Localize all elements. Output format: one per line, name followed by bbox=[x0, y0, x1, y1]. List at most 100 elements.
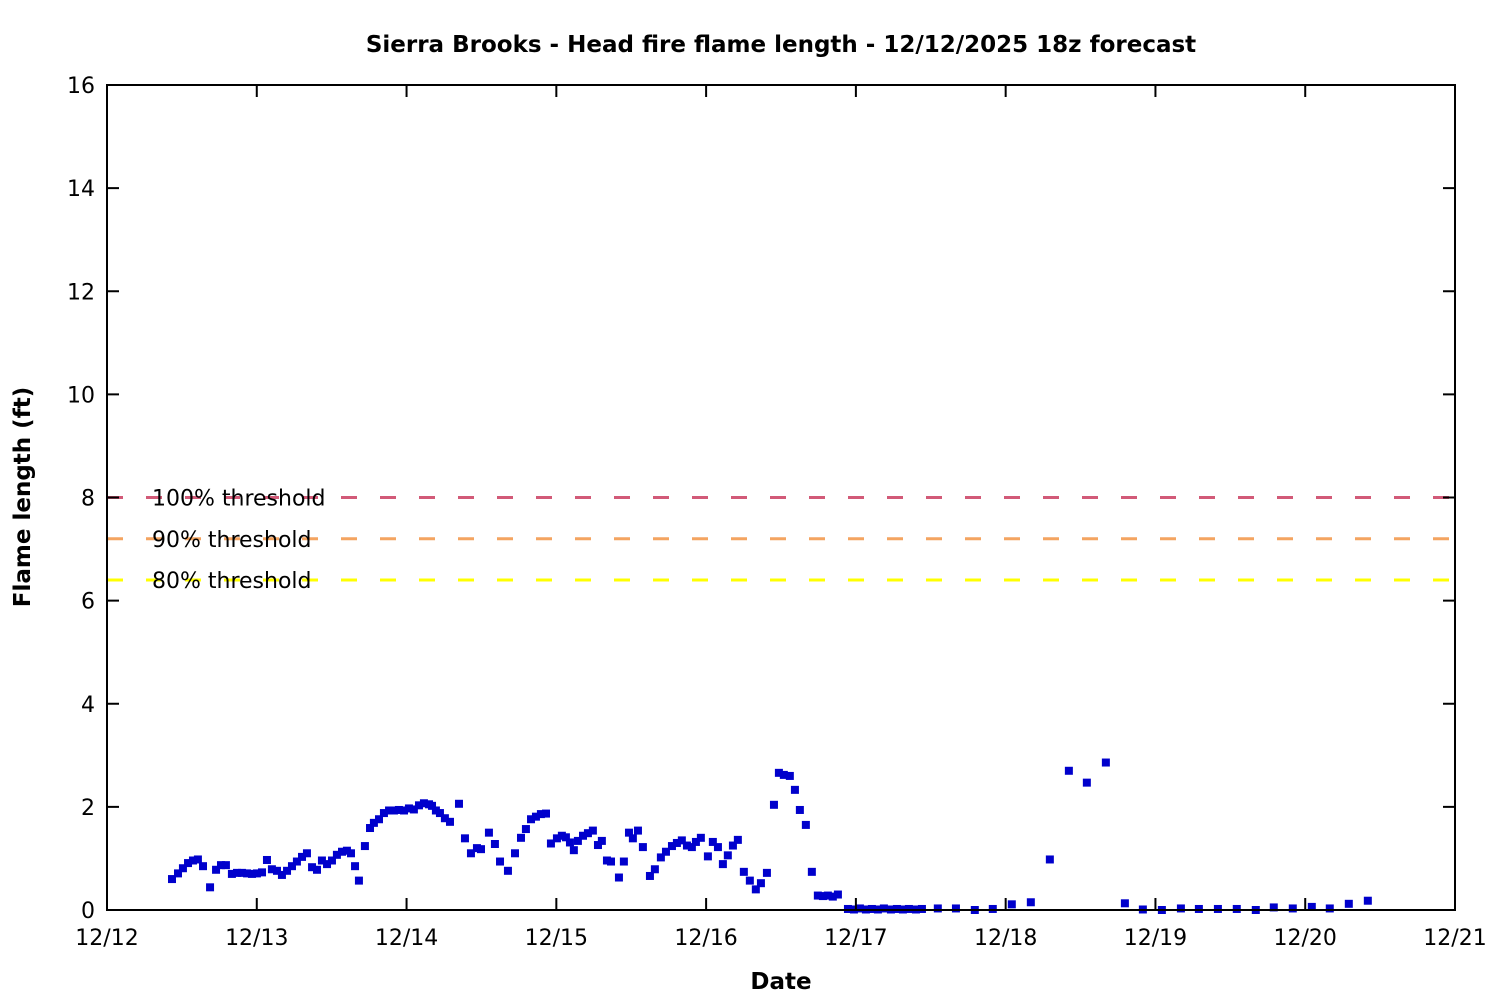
data-point bbox=[708, 837, 717, 846]
data-point bbox=[774, 768, 783, 777]
data-point bbox=[312, 865, 321, 874]
data-point bbox=[206, 883, 215, 892]
data-point bbox=[243, 869, 252, 878]
data-point bbox=[1045, 855, 1054, 864]
data-point bbox=[619, 857, 628, 866]
data-point bbox=[691, 837, 700, 846]
data-point bbox=[302, 849, 311, 858]
data-point bbox=[199, 862, 208, 871]
data-point bbox=[795, 805, 804, 814]
data-point bbox=[569, 846, 578, 855]
data-point bbox=[521, 825, 530, 834]
data-point bbox=[216, 861, 225, 870]
data-point bbox=[510, 849, 519, 858]
data-point bbox=[419, 799, 428, 808]
y-axis-title: Flame length (ft) bbox=[10, 387, 36, 607]
data-point bbox=[624, 828, 633, 837]
data-point bbox=[638, 843, 647, 852]
data-point bbox=[476, 845, 485, 854]
data-point bbox=[287, 862, 296, 871]
data-point bbox=[308, 863, 317, 872]
data-point bbox=[672, 838, 681, 847]
data-point bbox=[546, 839, 555, 848]
x-tick-label: 12/14 bbox=[375, 926, 438, 951]
data-point bbox=[718, 860, 727, 869]
y-tick-label: 2 bbox=[81, 796, 95, 821]
data-point bbox=[552, 834, 561, 843]
data-point bbox=[317, 856, 326, 865]
data-point bbox=[298, 852, 307, 861]
data-point bbox=[1082, 778, 1091, 787]
data-point bbox=[578, 831, 587, 840]
data-point bbox=[212, 865, 221, 874]
data-point bbox=[484, 828, 493, 837]
threshold-label: 80% threshold bbox=[152, 569, 312, 594]
data-point bbox=[400, 806, 409, 815]
plot-area: 12/12 12/13 12/14 12/15 12/16 12/17 12/18 12/19… bbox=[67, 74, 1487, 951]
data-point bbox=[527, 815, 536, 824]
data-point bbox=[813, 891, 822, 900]
data-point bbox=[656, 853, 665, 862]
data-point bbox=[1064, 766, 1073, 775]
data-point bbox=[713, 843, 722, 852]
data-point bbox=[904, 904, 913, 913]
data-point bbox=[561, 833, 570, 842]
x-tick-label: 12/15 bbox=[525, 926, 588, 951]
data-point bbox=[262, 855, 271, 864]
data-point bbox=[933, 904, 942, 913]
data-point bbox=[1176, 904, 1185, 913]
data-point bbox=[428, 801, 437, 810]
data-point bbox=[404, 804, 413, 813]
data-point bbox=[188, 856, 197, 865]
data-point bbox=[233, 868, 242, 877]
data-point bbox=[531, 812, 540, 821]
data-point bbox=[272, 866, 281, 875]
data-point bbox=[801, 820, 810, 829]
data-point bbox=[602, 856, 611, 865]
y-tick-label: 0 bbox=[81, 899, 95, 924]
data-point bbox=[917, 904, 926, 913]
data-point bbox=[360, 842, 369, 851]
data-point bbox=[565, 838, 574, 847]
data-point bbox=[258, 868, 267, 877]
data-point bbox=[723, 851, 732, 860]
data-point bbox=[490, 840, 499, 848]
data-point bbox=[661, 847, 670, 856]
data-point bbox=[703, 852, 712, 861]
y-tick-label: 4 bbox=[81, 693, 95, 718]
data-point bbox=[1269, 903, 1278, 912]
data-point bbox=[536, 810, 545, 819]
x-tick-label: 12/18 bbox=[974, 926, 1037, 951]
data-point bbox=[728, 841, 737, 850]
data-point bbox=[1101, 758, 1110, 767]
data-point bbox=[573, 836, 582, 845]
y-tick-label: 10 bbox=[67, 383, 95, 408]
data-point bbox=[184, 859, 193, 868]
data-point bbox=[503, 866, 512, 875]
data-point bbox=[687, 843, 696, 852]
data-point bbox=[369, 818, 378, 827]
y-tick-label: 12 bbox=[67, 280, 95, 305]
data-point bbox=[338, 847, 347, 856]
data-point bbox=[1307, 902, 1316, 911]
data-point bbox=[374, 815, 383, 824]
data-point bbox=[682, 841, 691, 850]
data-point bbox=[1120, 899, 1129, 908]
data-point bbox=[1288, 904, 1297, 913]
threshold-label: 100% threshold bbox=[152, 487, 326, 512]
data-point bbox=[745, 876, 754, 885]
data-point bbox=[541, 809, 550, 818]
threshold-label: 90% threshold bbox=[152, 528, 312, 553]
data-point bbox=[557, 831, 566, 840]
data-point bbox=[237, 868, 246, 877]
data-point bbox=[892, 904, 901, 913]
data-point bbox=[1194, 904, 1203, 913]
data-point bbox=[385, 806, 394, 815]
data-point bbox=[667, 842, 676, 851]
data-point bbox=[879, 904, 888, 913]
data-point bbox=[252, 869, 261, 878]
data-point bbox=[496, 857, 505, 866]
data-point bbox=[739, 867, 748, 876]
data-point bbox=[790, 785, 799, 794]
